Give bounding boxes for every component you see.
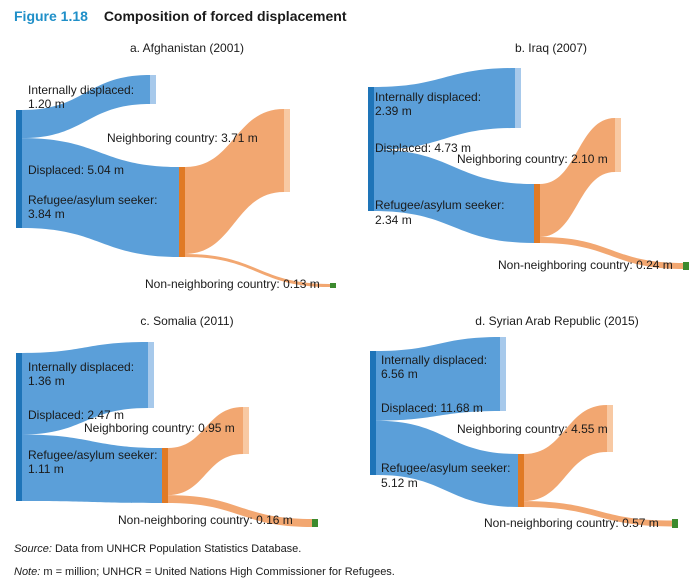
- node-internally-displaced: [148, 342, 154, 408]
- source-label: Source:: [14, 543, 52, 555]
- label-neighboring: Neighboring country: 4.55 m: [457, 422, 608, 436]
- node-neighboring: [607, 405, 613, 452]
- label-refugee: Refugee/asylum seeker:: [375, 198, 504, 212]
- label-non-neighboring: Non-neighboring country: 0.57 m: [484, 516, 659, 530]
- value-refugee: 2.34 m: [375, 213, 412, 227]
- node-refugee: [534, 184, 540, 243]
- label-non-neighboring: Non-neighboring country: 0.16 m: [118, 513, 293, 527]
- flow-non-neighboring: [168, 495, 312, 527]
- figure-title: Composition of forced displacement: [103, 8, 347, 24]
- source-text: Data from UNHCR Population Statistics Da…: [51, 543, 302, 555]
- node-refugee: [162, 448, 168, 503]
- panel-title: a. Afghanistan (2001): [130, 41, 244, 55]
- panel-syria: d. Syrian Arab Republic (2015) Internally…: [370, 314, 678, 530]
- panel-afghanistan: a. Afghanistan (2001) Internally displace…: [16, 41, 336, 291]
- panel-somalia: c. Somalia (2011)Internally displaced:1.…: [16, 314, 318, 527]
- label-internally-displaced: Internally displaced:: [28, 83, 134, 97]
- value-refugee: 1.11 m: [28, 462, 64, 476]
- label-internally-displaced: Internally displaced:: [381, 353, 487, 367]
- flow-refugee: [22, 434, 162, 503]
- note-text: m = million; UNHCR = United Nations High…: [40, 566, 395, 578]
- flow-internally-displaced: [376, 337, 500, 421]
- note-label: Note:: [14, 566, 41, 578]
- node-displaced: [370, 351, 376, 475]
- flow-neighboring: [185, 109, 284, 254]
- label-neighboring: Neighboring country: 3.71 m: [107, 131, 258, 145]
- flow-neighboring: [524, 405, 607, 502]
- node-internally-displaced: [515, 68, 521, 128]
- value-internally-displaced: 1.36 m: [28, 374, 65, 388]
- label-internally-displaced: Internally displaced:: [375, 90, 481, 104]
- flow-neighboring: [168, 407, 243, 496]
- node-neighboring: [615, 118, 621, 172]
- panel-iraq: b. Iraq (2007) Internally displaced:2.39 …: [368, 41, 689, 272]
- label-displaced: Displaced: 5.04 m: [28, 163, 124, 177]
- label-refugee: Refugee/asylum seeker:: [381, 461, 510, 475]
- node-refugee: [518, 454, 524, 507]
- flow-non-neighboring: [524, 501, 672, 527]
- node-internally-displaced: [150, 75, 156, 104]
- label-internally-displaced: Internally displaced:: [28, 360, 134, 374]
- label-displaced: Displaced: 11.68 m: [381, 401, 483, 415]
- flow-non-neighboring: [185, 253, 330, 288]
- value-internally-displaced: 6.56 m: [381, 367, 418, 381]
- label-refugee: Refugee/asylum seeker:: [28, 193, 157, 207]
- node-non-neighboring: [683, 262, 689, 270]
- label-non-neighboring: Non-neighboring country: 0.13 m: [145, 277, 320, 291]
- node-internally-displaced: [500, 337, 506, 411]
- node-displaced: [368, 87, 374, 211]
- figure-number: Figure 1.18: [14, 8, 88, 24]
- abbreviation-note: Note: m = million; UNHCR = United Nation…: [14, 566, 395, 578]
- source-note: Source: Data from UNHCR Population Stati…: [14, 543, 301, 555]
- value-internally-displaced: 1.20 m: [28, 97, 65, 111]
- figure-header: Figure 1.18 Composition of forced displa…: [14, 8, 347, 24]
- flow-non-neighboring: [540, 236, 683, 270]
- label-displaced: Displaced: 2.47 m: [28, 408, 124, 422]
- node-non-neighboring: [312, 519, 318, 527]
- flow-refugee: [376, 420, 518, 507]
- node-displaced: [16, 110, 22, 228]
- node-neighboring: [284, 109, 290, 192]
- value-refugee: 5.12 m: [381, 476, 418, 490]
- node-displaced: [16, 353, 22, 501]
- label-neighboring: Neighboring country: 0.95 m: [84, 421, 235, 435]
- label-non-neighboring: Non-neighboring country: 0.24 m: [498, 258, 673, 272]
- node-non-neighboring: [330, 283, 336, 288]
- panel-title: b. Iraq (2007): [515, 41, 587, 55]
- flow-internally-displaced: [22, 342, 148, 435]
- node-neighboring: [243, 407, 249, 454]
- flow-internally-displaced: [22, 75, 150, 139]
- value-refugee: 3.84 m: [28, 207, 65, 221]
- node-non-neighboring: [672, 519, 678, 528]
- panel-title: c. Somalia (2011): [140, 314, 233, 328]
- flow-internally-displaced: [374, 68, 515, 150]
- label-neighboring: Neighboring country: 2.10 m: [457, 152, 608, 166]
- label-refugee: Refugee/asylum seeker:: [28, 448, 157, 462]
- panel-title: d. Syrian Arab Republic (2015): [475, 314, 638, 328]
- flow-refugee: [374, 149, 534, 243]
- value-internally-displaced: 2.39 m: [375, 104, 412, 118]
- label-displaced: Displaced: 4.73 m: [375, 141, 471, 155]
- flow-neighboring: [540, 118, 615, 237]
- node-refugee: [179, 167, 185, 257]
- flow-refugee: [22, 138, 179, 257]
